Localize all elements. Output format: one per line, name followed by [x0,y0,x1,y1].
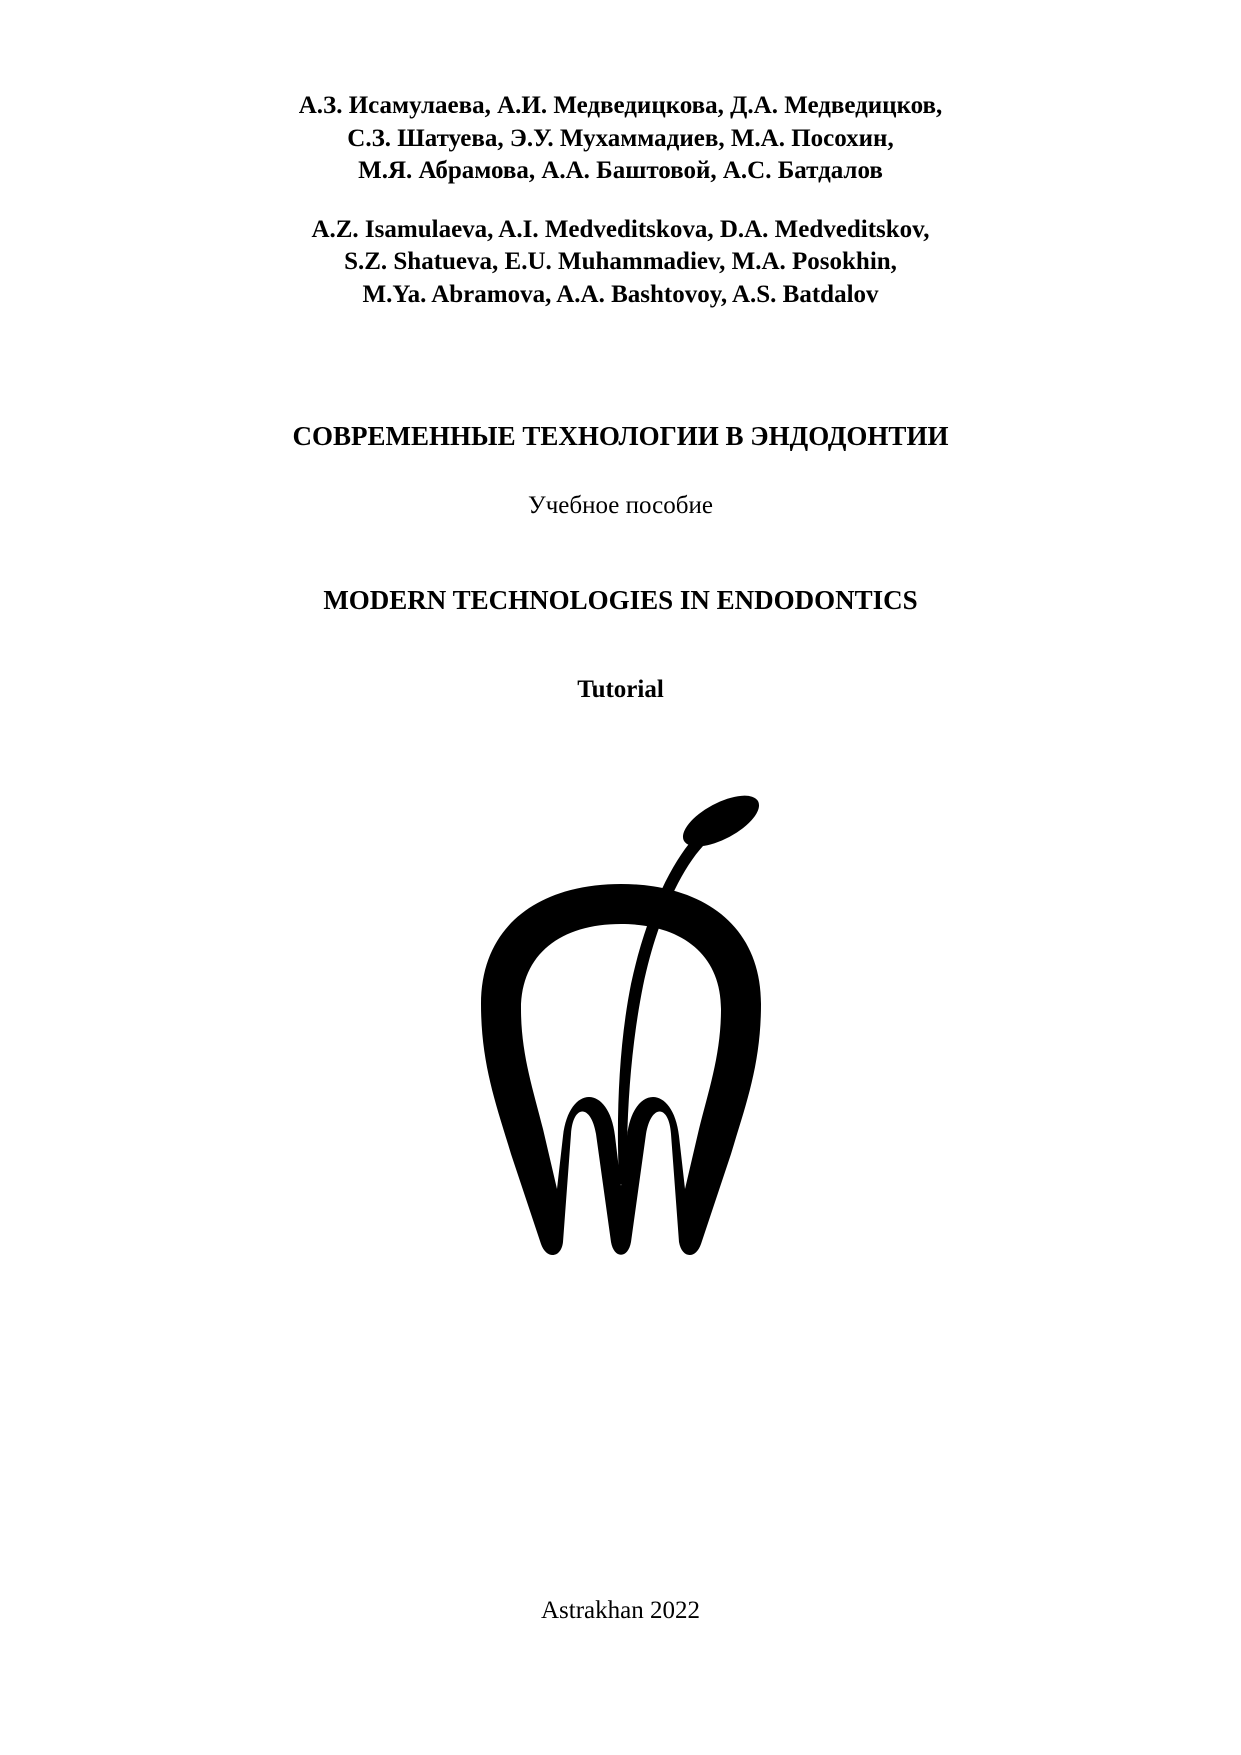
authors-ru-line-2: С.З. Шатуева, Э.У. Мухаммадиев, М.А. Пос… [120,123,1121,156]
tooth-endodontic-file-icon [120,784,1121,1264]
authors-ru-line-3: М.Я. Абрамова, А.А. Баштовой, А.С. Батда… [120,155,1121,188]
authors-en-line-3: M.Ya. Abramova, A.A. Bashtovoy, A.S. Bat… [120,279,1121,312]
title-en: MODERN TECHNOLOGIES IN ENDODONTICS [120,585,1121,616]
authors-ru-block: А.З. Исамулаева, А.И. Медведицкова, Д.А.… [120,90,1121,188]
title-page: А.З. Исамулаева, А.И. Медведицкова, Д.А.… [0,0,1241,1264]
footer-place-year: Astrakhan 2022 [0,1597,1241,1625]
authors-ru-line-1: А.З. Исамулаева, А.И. Медведицкова, Д.А.… [120,90,1121,123]
subtitle-en: Tutorial [120,676,1121,704]
authors-en-block: A.Z. Isamulaeva, A.I. Medveditskova, D.A… [120,214,1121,312]
authors-en-line-1: A.Z. Isamulaeva, A.I. Medveditskova, D.A… [120,214,1121,247]
authors-en-line-2: S.Z. Shatueva, E.U. Muhammadiev, M.A. Po… [120,246,1121,279]
title-ru: СОВРЕМЕННЫЕ ТЕХНОЛОГИИ В ЭНДОДОНТИИ [120,421,1121,452]
subtitle-ru: Учебное пособие [120,492,1121,520]
